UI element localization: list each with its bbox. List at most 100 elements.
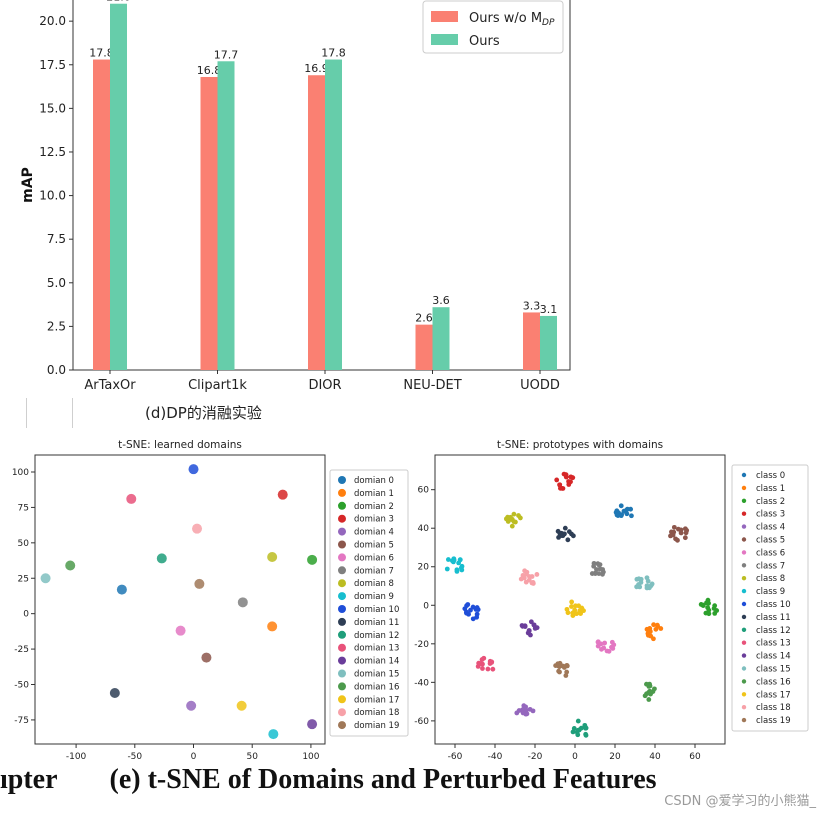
legend-marker: [338, 553, 346, 562]
data-point: [530, 708, 536, 714]
data-point: [457, 557, 463, 563]
plot-frame: [34, 454, 326, 745]
data-point: [470, 616, 476, 622]
data-point: [594, 567, 599, 572]
data-point: [646, 684, 652, 689]
y-tick-label: 2.5: [47, 319, 66, 333]
legend-marker: [741, 576, 747, 581]
data-point: [595, 561, 601, 567]
legend-label: class 3: [756, 510, 785, 520]
data-point: [489, 659, 495, 665]
legend-label: domian 12: [354, 631, 399, 641]
data-point: [647, 629, 653, 634]
data-label: 3.6: [432, 294, 450, 307]
bar: [200, 76, 218, 370]
y-tick-label: 60: [418, 486, 430, 496]
legend-label: domian 5: [354, 541, 394, 551]
legend-label: domian 17: [354, 695, 399, 705]
data-label: 3.3: [523, 299, 541, 312]
legend-marker: [338, 592, 346, 601]
data-point: [490, 666, 496, 672]
data-point: [277, 489, 288, 500]
data-point: [560, 533, 566, 539]
legend: domian 0 domian 1 domian 2 domian 3 domian 4…: [329, 469, 409, 737]
data-point: [566, 529, 572, 535]
data-point: [186, 700, 197, 711]
y-tick-label: 5.0: [47, 276, 66, 290]
legend-marker: [741, 692, 747, 697]
legend-marker: [338, 708, 346, 717]
legend-label: class 6: [756, 548, 785, 558]
data-label: 16.9: [304, 62, 329, 75]
x-tick-label: 20: [609, 752, 621, 762]
data-point: [583, 731, 589, 737]
data-point: [658, 626, 664, 631]
data-point: [194, 578, 205, 589]
y-tick-label: 20.0: [39, 14, 66, 28]
data-point: [591, 563, 597, 569]
x-tick-label: -40: [488, 752, 503, 762]
legend-marker: [338, 669, 346, 678]
legend-marker: [338, 617, 346, 626]
legend-marker: [338, 656, 346, 665]
data-point: [511, 519, 517, 525]
data-point: [462, 606, 468, 612]
legend-marker: [741, 550, 747, 555]
bar: [325, 59, 342, 371]
legend-marker: [741, 472, 747, 478]
data-point: [573, 603, 578, 609]
data-point: [597, 566, 603, 572]
data-point: [645, 578, 651, 584]
x-tick-label: -100: [66, 752, 87, 762]
legend-marker: [338, 643, 346, 652]
data-point: [575, 732, 581, 738]
caption-e: ıpter (e) t-SNE of Domains and Perturbed …: [0, 764, 657, 796]
divider-line: [26, 398, 27, 428]
data-point: [267, 621, 278, 632]
data-point: [476, 660, 482, 666]
caption-e-text: (e) t-SNE of Domains and Perturbed Featu…: [109, 764, 657, 795]
legend-label: domian 2: [354, 502, 394, 512]
x-tick-label: DIOR: [308, 378, 341, 393]
legend-label: domian 14: [354, 657, 399, 667]
legend-box: [329, 469, 409, 737]
legend-marker: [338, 476, 346, 484]
data-point: [618, 503, 624, 509]
data-point: [582, 724, 588, 730]
data-point: [682, 535, 688, 541]
bar-chart: 0.0 2.5 5.0 7.5 10.0 12.5 15.0 17.5 20.0 mAP ArTax…: [20, 0, 571, 393]
legend-label: class 16: [756, 677, 791, 687]
legend-marker: [741, 666, 747, 671]
y-tick-label: 17.5: [39, 58, 66, 72]
data-point: [651, 636, 656, 642]
bar: [110, 3, 127, 371]
data-label: 17.8: [89, 47, 114, 60]
data-point: [604, 648, 610, 654]
legend-label: domian 1: [354, 489, 394, 499]
data-point: [523, 579, 529, 585]
data-point: [156, 553, 167, 564]
data-point: [554, 477, 560, 483]
data-point: [449, 558, 455, 564]
data-point: [474, 611, 480, 617]
data-point: [126, 493, 137, 504]
y-tick-label: 20: [418, 563, 430, 573]
y-tick-label: -60: [414, 717, 429, 727]
data-point: [575, 727, 581, 733]
data-point: [516, 513, 521, 518]
data-point: [610, 646, 616, 651]
data-point: [578, 611, 583, 616]
data-point: [268, 729, 279, 740]
divider-line: [72, 398, 73, 428]
data-point: [704, 600, 709, 606]
legend-marker: [741, 717, 747, 723]
bar: [308, 75, 325, 371]
data-point: [175, 625, 186, 636]
chart-title: t-SNE: prototypes with domains: [497, 439, 663, 451]
data-point: [519, 623, 525, 628]
data-point: [673, 536, 678, 542]
legend-label: class 11: [756, 613, 791, 623]
y-tick-label: 7.5: [47, 232, 66, 246]
data-point: [65, 560, 76, 571]
legend-label: class 13: [756, 639, 791, 649]
